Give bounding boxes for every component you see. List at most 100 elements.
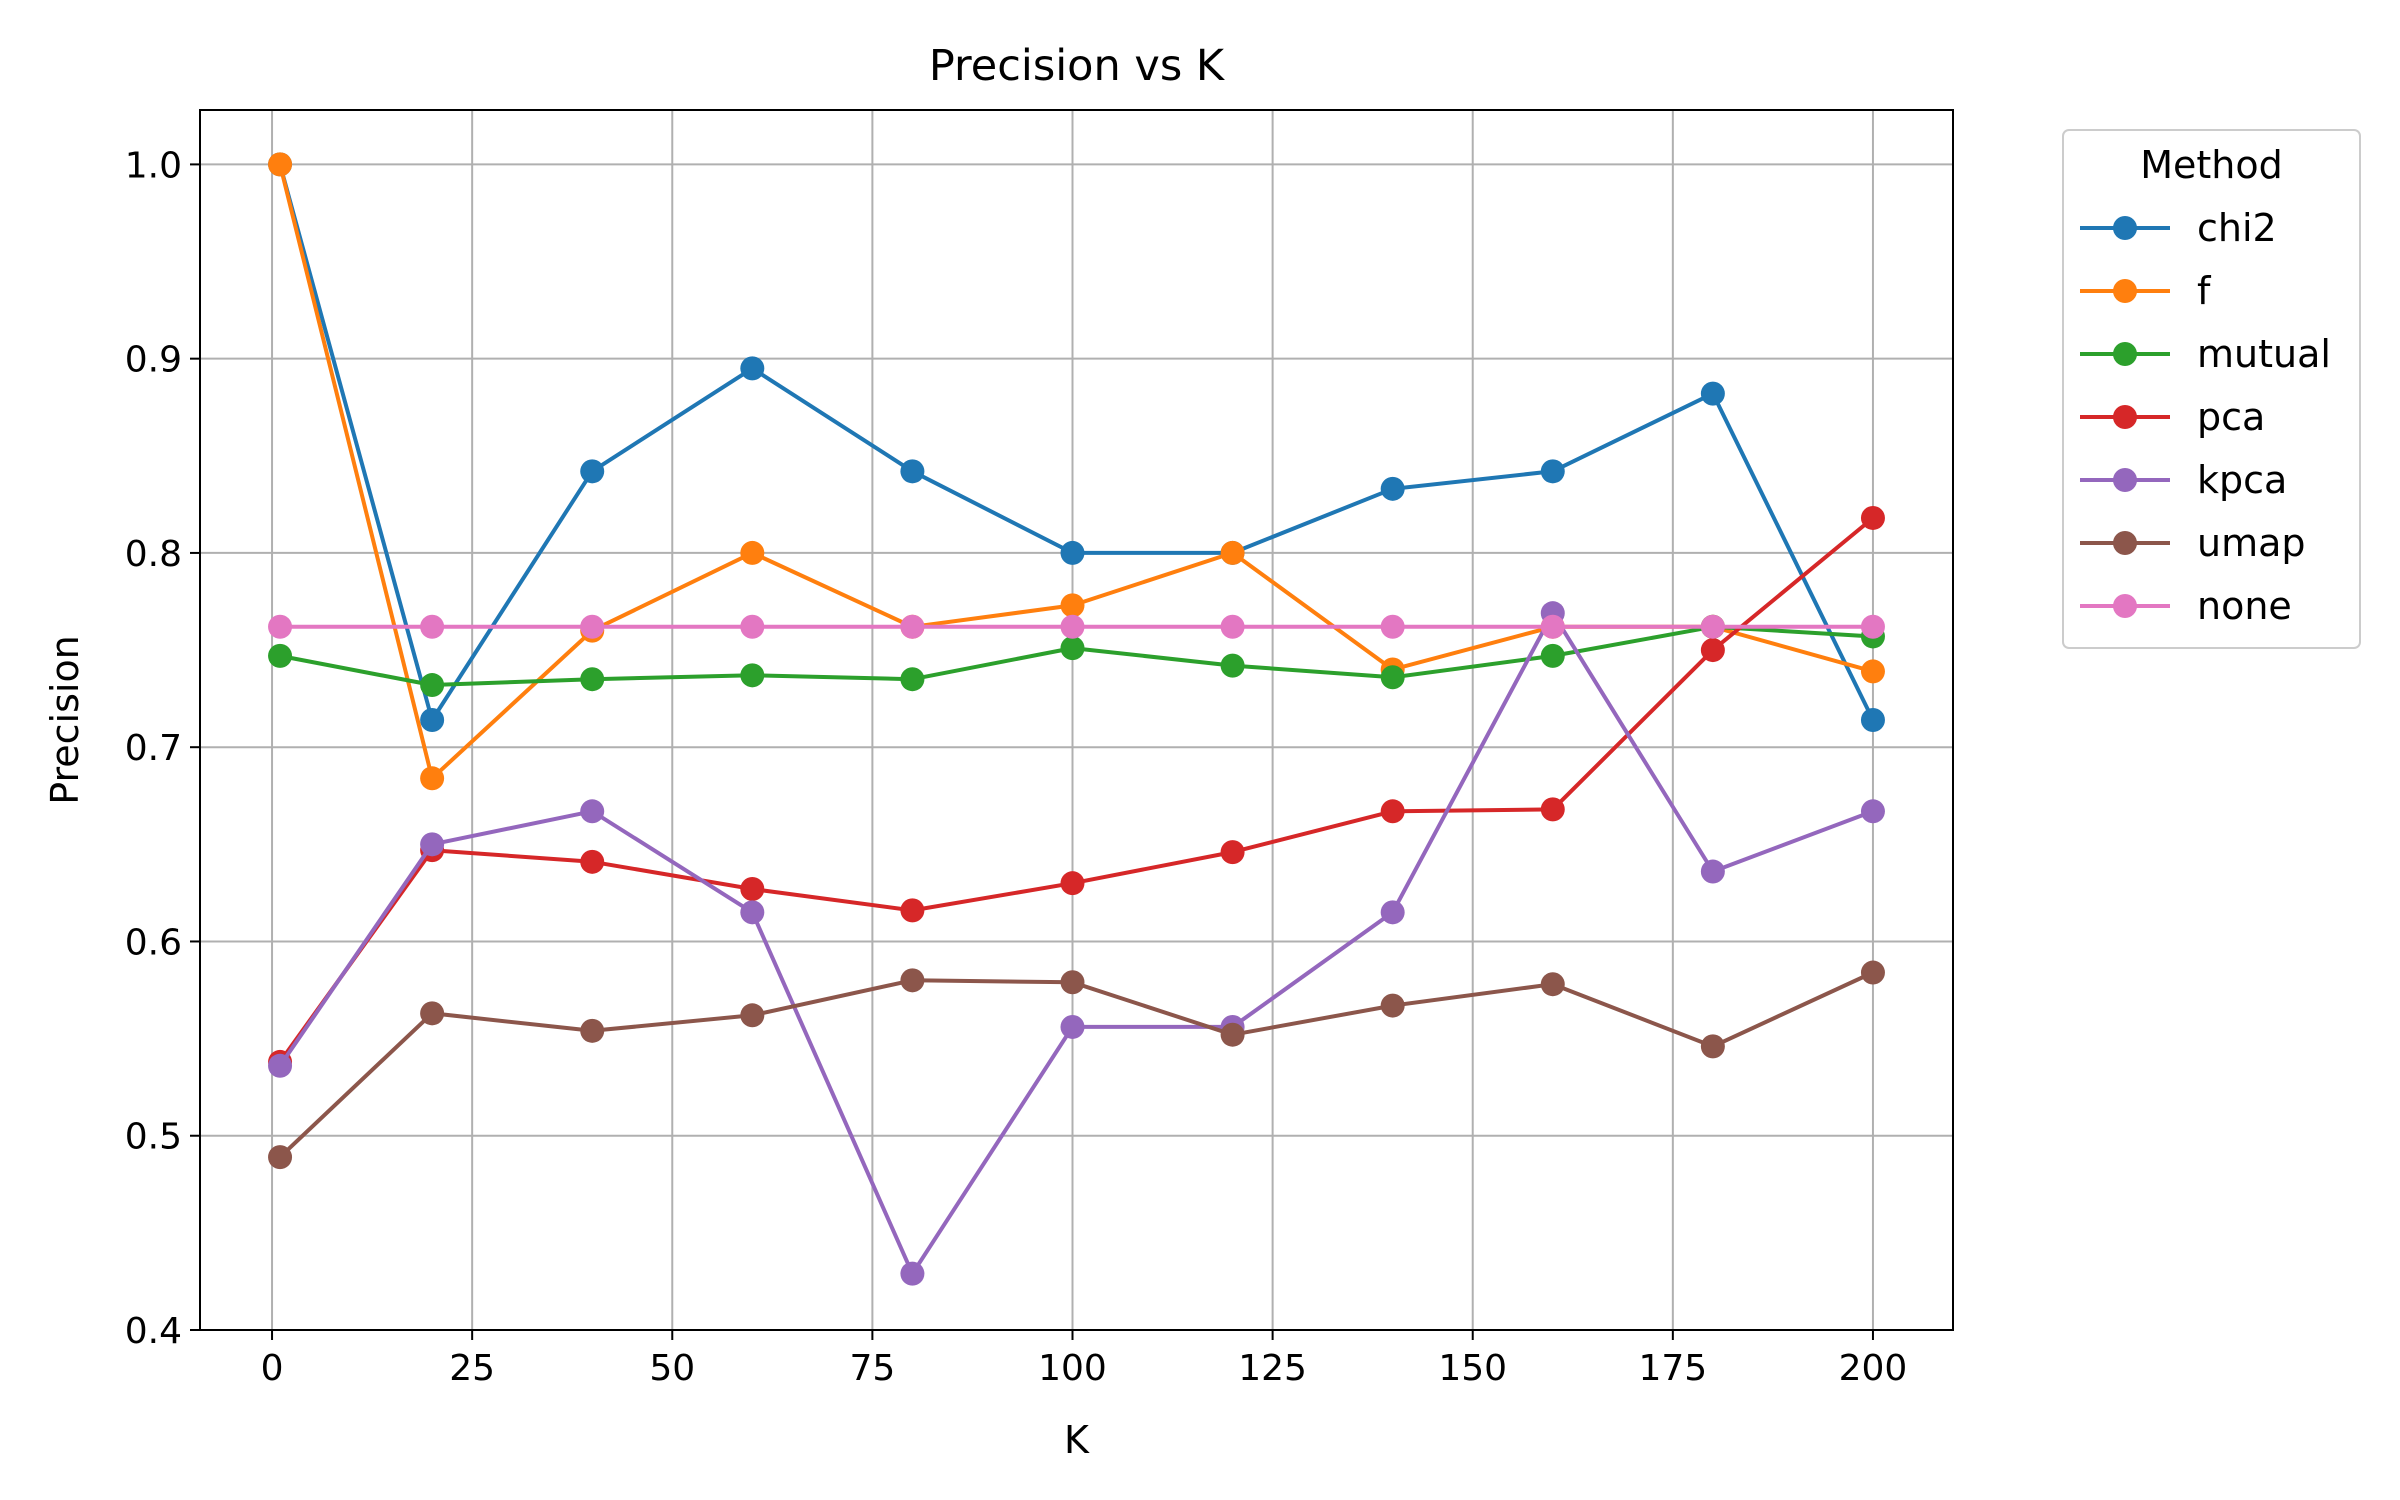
x-tick-label: 0 bbox=[261, 1348, 284, 1389]
legend-marker bbox=[2113, 468, 2137, 492]
series-umap bbox=[268, 960, 1885, 1170]
data-point-umap bbox=[900, 968, 925, 993]
data-point-chi2 bbox=[1380, 476, 1405, 501]
legend-marker bbox=[2113, 405, 2137, 429]
data-point-none bbox=[420, 614, 445, 639]
data-point-none bbox=[1860, 614, 1885, 639]
data-point-pca bbox=[1220, 840, 1245, 865]
legend-label: none bbox=[2197, 584, 2292, 628]
x-tick-label: 125 bbox=[1238, 1348, 1307, 1389]
y-tick-label: 1.0 bbox=[125, 145, 182, 186]
data-point-pca bbox=[1700, 638, 1725, 663]
y-tick-label: 0.5 bbox=[125, 1117, 182, 1158]
data-point-umap bbox=[1220, 1022, 1245, 1047]
data-point-mutual bbox=[1060, 636, 1085, 661]
legend-item-f: f bbox=[2080, 269, 2212, 313]
data-point-umap bbox=[1540, 972, 1565, 997]
data-point-kpca bbox=[268, 1053, 293, 1078]
data-point-mutual bbox=[1380, 665, 1405, 690]
data-point-umap bbox=[580, 1018, 605, 1043]
legend-label: f bbox=[2197, 269, 2212, 313]
data-point-mutual bbox=[740, 663, 765, 688]
data-point-f bbox=[268, 152, 293, 177]
data-point-umap bbox=[740, 1003, 765, 1028]
x-tick-label: 25 bbox=[449, 1348, 495, 1389]
data-point-kpca bbox=[1380, 900, 1405, 925]
data-point-chi2 bbox=[900, 459, 925, 484]
data-point-chi2 bbox=[580, 459, 605, 484]
legend-label: pca bbox=[2197, 395, 2265, 439]
data-point-umap bbox=[1700, 1034, 1725, 1059]
data-point-none bbox=[1380, 614, 1405, 639]
data-point-umap bbox=[1860, 960, 1885, 985]
x-axis-label: K bbox=[1064, 1418, 1090, 1462]
y-tick-label: 0.6 bbox=[125, 922, 182, 963]
data-point-f bbox=[740, 540, 765, 565]
data-point-umap bbox=[1060, 970, 1085, 995]
data-point-none bbox=[1060, 614, 1085, 639]
data-point-chi2 bbox=[1860, 708, 1885, 732]
ticks: 0 25 50 75 100 125 150 175 200 0.4 0.5 0.6 0.7 0.8 0.9… bbox=[125, 145, 1908, 1389]
data-point-kpca bbox=[1860, 799, 1885, 824]
x-tick-label: 100 bbox=[1038, 1348, 1107, 1389]
data-point-none bbox=[740, 614, 765, 639]
data-point-none bbox=[268, 614, 293, 639]
legend-item-kpca: kpca bbox=[2080, 458, 2287, 502]
data-point-mutual bbox=[1540, 643, 1565, 668]
data-point-pca bbox=[740, 877, 765, 902]
data-point-chi2 bbox=[1700, 381, 1725, 406]
series-layer bbox=[268, 152, 1885, 1286]
legend-marker bbox=[2113, 216, 2137, 240]
legend-item-umap: umap bbox=[2080, 521, 2306, 565]
legend-marker bbox=[2113, 342, 2137, 366]
data-point-pca bbox=[1380, 799, 1405, 824]
data-point-kpca bbox=[740, 900, 765, 925]
data-point-chi2 bbox=[420, 708, 445, 732]
x-tick-label: 200 bbox=[1839, 1348, 1908, 1389]
y-axis-label: Precision bbox=[43, 635, 87, 805]
legend: Method chi2 f mutual pca kpca umap none bbox=[2062, 129, 2361, 649]
data-point-kpca bbox=[1060, 1014, 1085, 1039]
data-point-chi2 bbox=[1060, 540, 1085, 565]
data-point-mutual bbox=[420, 673, 445, 698]
legend-label: chi2 bbox=[2197, 206, 2277, 250]
data-point-pca bbox=[580, 849, 605, 874]
data-point-chi2 bbox=[740, 356, 765, 381]
y-tick-label: 0.7 bbox=[125, 728, 182, 769]
plot-frame bbox=[199, 109, 1954, 1331]
data-point-f bbox=[1060, 593, 1085, 618]
legend-items: chi2 f mutual pca kpca umap none bbox=[2080, 206, 2331, 628]
data-point-mutual bbox=[1220, 653, 1245, 678]
data-point-none bbox=[900, 614, 925, 639]
legend-title: Method bbox=[2140, 143, 2283, 187]
legend-label: kpca bbox=[2197, 458, 2287, 502]
x-tick-label: 75 bbox=[849, 1348, 895, 1389]
data-point-kpca bbox=[1700, 859, 1725, 884]
data-point-pca bbox=[900, 898, 925, 923]
data-point-f bbox=[420, 766, 445, 791]
data-point-f bbox=[1220, 540, 1245, 565]
legend-label: umap bbox=[2197, 521, 2306, 565]
legend-marker bbox=[2113, 531, 2137, 555]
data-point-umap bbox=[420, 1001, 445, 1026]
data-point-mutual bbox=[268, 643, 293, 668]
chart-title: Precision vs K bbox=[929, 41, 1226, 91]
y-tick-label: 0.8 bbox=[125, 534, 182, 575]
data-point-pca bbox=[1540, 797, 1565, 822]
legend-item-mutual: mutual bbox=[2080, 332, 2331, 376]
data-point-none bbox=[1220, 614, 1245, 639]
data-point-umap bbox=[268, 1145, 293, 1170]
legend-box bbox=[2062, 129, 2361, 649]
data-point-none bbox=[1700, 614, 1725, 639]
data-point-mutual bbox=[900, 667, 925, 692]
legend-marker bbox=[2113, 594, 2137, 618]
legend-item-pca: pca bbox=[2080, 395, 2265, 439]
data-point-none bbox=[580, 614, 605, 639]
data-point-mutual bbox=[580, 667, 605, 692]
y-tick-label: 0.4 bbox=[125, 1311, 182, 1352]
y-tick-label: 0.9 bbox=[125, 340, 182, 381]
x-tick-label: 150 bbox=[1438, 1348, 1507, 1389]
legend-item-none: none bbox=[2080, 584, 2292, 628]
